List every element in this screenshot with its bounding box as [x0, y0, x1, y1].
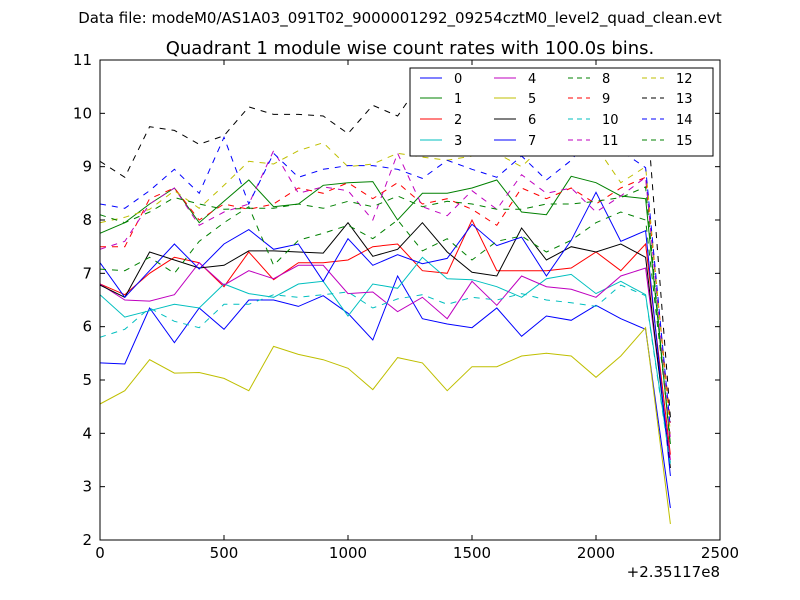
series-line-3	[100, 256, 671, 463]
y-tick-label: 2	[82, 531, 92, 549]
series-line-9	[100, 176, 671, 423]
x-tick-label: 1500	[453, 544, 491, 562]
x-tick-label: 0	[95, 544, 105, 562]
series-line-1	[100, 175, 671, 445]
legend-label-13: 13	[676, 92, 693, 107]
legend-label-12: 12	[676, 72, 693, 87]
data-file-header: Data file: modeM0/AS1A03_091T02_90000012…	[78, 9, 722, 27]
series-line-11	[100, 149, 671, 439]
legend-label-0: 0	[454, 72, 462, 87]
y-tick-label: 8	[82, 211, 92, 229]
series-line-4	[100, 261, 671, 461]
series-line-2	[100, 218, 671, 455]
x-tick-label: 2000	[577, 544, 615, 562]
y-tick-label: 6	[82, 318, 92, 336]
series-line-15	[100, 186, 671, 447]
legend-label-11: 11	[602, 134, 619, 149]
x-tick-label: 1000	[329, 544, 367, 562]
chart-title: Quadrant 1 module wise count rates with …	[166, 38, 655, 59]
legend-label-10: 10	[602, 113, 619, 128]
series-line-8	[100, 205, 671, 439]
legend-label-14: 14	[676, 113, 693, 128]
legend-label-7: 7	[528, 134, 536, 149]
legend-label-3: 3	[454, 134, 462, 149]
x-tick-label: 2500	[701, 544, 739, 562]
y-tick-label: 7	[82, 264, 92, 282]
x-offset-label: +2.35117e8	[627, 563, 720, 581]
series-line-6	[100, 221, 671, 469]
y-tick-label: 3	[82, 478, 92, 496]
series-line-0	[100, 274, 671, 509]
legend-label-6: 6	[528, 113, 536, 128]
legend-label-1: 1	[454, 92, 462, 107]
y-tick-label: 10	[73, 104, 92, 122]
legend-label-2: 2	[454, 113, 462, 128]
y-tick-label: 9	[82, 158, 92, 176]
legend-label-9: 9	[602, 92, 610, 107]
axes-frame	[99, 59, 721, 541]
legend-label-15: 15	[676, 134, 693, 149]
series-line-10	[100, 284, 671, 466]
legend-label-4: 4	[528, 72, 536, 87]
y-tick-label: 11	[73, 51, 92, 69]
y-tick-label: 5	[82, 371, 92, 389]
y-tick-label: 4	[82, 424, 92, 442]
x-tick-label: 500	[210, 544, 239, 562]
legend-label-5: 5	[528, 92, 536, 107]
series-line-7	[100, 191, 671, 477]
series-layer	[100, 79, 671, 525]
legend-label-8: 8	[602, 72, 610, 87]
legend-frame	[409, 67, 714, 157]
series-line-5	[100, 326, 671, 525]
series-line-14	[100, 128, 671, 429]
series-line-13	[100, 79, 671, 418]
